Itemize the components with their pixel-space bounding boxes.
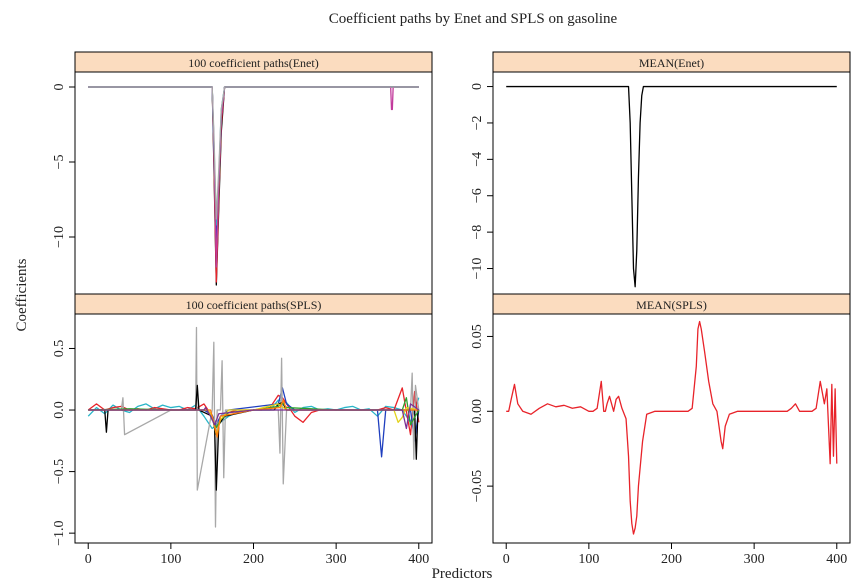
- series-line-1: [506, 85, 837, 288]
- panel-spls-paths: 100 coefficient paths(SPLS) 0.5 0.0 −0.5 −1.…: [52, 293, 433, 567]
- y-tick-label: −8: [470, 225, 485, 240]
- series-line-4: [88, 86, 419, 238]
- panel-frame: [492, 71, 851, 295]
- series-line-5: [88, 86, 419, 226]
- series-line-9: [88, 403, 420, 430]
- series-line-1: [506, 320, 838, 535]
- series-group: [506, 85, 837, 288]
- y-tick-label: 0.05: [470, 324, 485, 349]
- y-tick-label: −6: [470, 188, 485, 203]
- series-line-7: [88, 86, 419, 220]
- series-line-3: [88, 387, 420, 458]
- series-group: [87, 326, 420, 528]
- panel-strip-label: 100 coefficient paths(SPLS): [186, 298, 322, 312]
- x-tick-label: 300: [744, 552, 765, 567]
- panel-frame: [74, 71, 433, 295]
- series-line-4: [88, 326, 420, 528]
- y-tick-label: 0: [52, 84, 67, 91]
- y-tick-label: −10: [470, 258, 485, 280]
- panel-strip-label: 100 coefficient paths(Enet): [188, 56, 318, 70]
- series-line-2: [88, 86, 419, 283]
- x-tick-label: 0: [85, 552, 92, 567]
- series-line-1: [87, 397, 420, 430]
- y-axis-label: Coefficients: [14, 258, 30, 331]
- y-tick-label: −10: [52, 226, 67, 248]
- x-tick-label: 0: [503, 552, 510, 567]
- series-group: [88, 86, 419, 286]
- y-tick-label: 0.5: [52, 340, 67, 358]
- panel-spls-mean: MEAN(SPLS) 0.05 0.00 −0.05 0 100 200 300 400: [470, 293, 851, 567]
- chart-title: Coefficient paths by Enet and SPLS on ga…: [329, 11, 618, 27]
- x-tick-label: 100: [160, 552, 181, 567]
- panels-group: 100 coefficient paths(Enet)0−5−10MEAN(En…: [52, 51, 851, 567]
- y-tick-label: −1.0: [52, 520, 67, 545]
- panel-strip-label: MEAN(Enet): [639, 56, 704, 70]
- y-tick-label: 0.00: [470, 399, 485, 424]
- panel-enet-mean: MEAN(Enet) 0 −2 −4 −6 −8 −10: [470, 51, 851, 295]
- panel-strip-label: MEAN(SPLS): [636, 298, 707, 312]
- series-line-1: [88, 86, 419, 286]
- x-tick-label: 400: [826, 552, 847, 567]
- series-group: [506, 320, 838, 535]
- series-line-7: [88, 403, 419, 436]
- series-line-6: [88, 397, 420, 428]
- panel-enet-paths: 100 coefficient paths(Enet) 0 −5 −10: [52, 51, 433, 295]
- y-tick-label: −4: [470, 152, 485, 167]
- series-line-5: [88, 384, 419, 491]
- x-tick-label: 100: [578, 552, 599, 567]
- y-tick-label: 0: [470, 83, 485, 90]
- y-tick-label: −0.5: [52, 459, 67, 484]
- x-tick-label: 300: [326, 552, 347, 567]
- series-line-6: [88, 86, 419, 268]
- y-tick-label: −5: [52, 155, 67, 170]
- series-line-3: [88, 86, 419, 261]
- x-tick-label: 200: [243, 552, 264, 567]
- panel-frame: [492, 313, 851, 544]
- x-tick-label: 200: [661, 552, 682, 567]
- y-tick-label: 0.0: [52, 401, 67, 419]
- y-tick-label: −0.05: [470, 470, 485, 502]
- x-tick-label: 400: [408, 552, 429, 567]
- y-tick-label: −2: [470, 115, 485, 130]
- x-axis-label: Predictors: [432, 566, 493, 582]
